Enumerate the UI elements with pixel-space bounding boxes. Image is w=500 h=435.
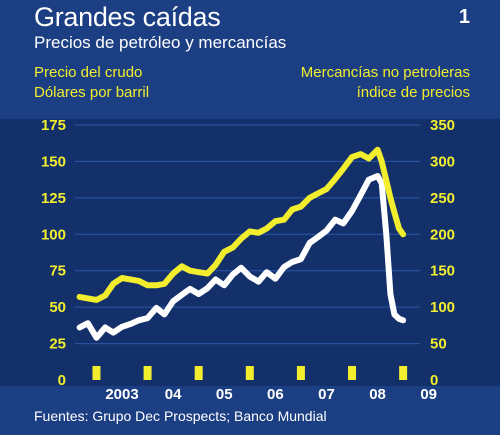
chart-subtitle: Precios de petróleo y mercancías <box>34 33 287 52</box>
non-oil-index-line <box>76 173 407 341</box>
chart-title: Grandes caídas <box>34 2 221 32</box>
oil-price-line <box>76 146 407 303</box>
left-axis-title-line1: Precio del crudo <box>34 64 143 81</box>
x-tick-label: 09 <box>420 386 437 403</box>
source-note: Fuentes: Grupo Dec Prospects; Banco Mund… <box>34 408 327 424</box>
right-tick-label: 250 <box>430 190 455 207</box>
right-tick-label: 0 <box>430 372 438 389</box>
x-tick-label: 05 <box>216 386 233 403</box>
figure-number: 1 <box>458 6 470 28</box>
x-axis-ticks: 2003 04 05 06 07 08 09 <box>105 386 437 403</box>
x-tick-label: 04 <box>165 386 182 403</box>
x-tick-label: 2003 <box>105 386 138 403</box>
left-tick-label: 75 <box>49 263 66 280</box>
year-marker <box>348 366 357 380</box>
right-tick-label: 200 <box>430 226 455 243</box>
left-tick-label: 25 <box>49 336 66 353</box>
plot-background <box>0 119 500 386</box>
year-marker <box>143 366 152 380</box>
x-axis-markers <box>92 366 408 380</box>
left-tick-label: 150 <box>41 153 66 170</box>
left-tick-label: 50 <box>49 299 66 316</box>
year-marker <box>399 366 408 380</box>
left-tick-label: 175 <box>41 117 66 134</box>
left-tick-label: 100 <box>41 226 66 243</box>
right-axis-title: Mercancías no petroleras índice de preci… <box>301 63 470 103</box>
right-tick-label: 50 <box>430 336 447 353</box>
right-tick-label: 150 <box>430 263 455 280</box>
year-marker <box>245 366 254 380</box>
x-tick-label: 06 <box>267 386 284 403</box>
left-axis-title-line2: Dólares por barril <box>34 84 150 101</box>
year-marker <box>92 366 101 380</box>
right-axis-ticks: 0 50 100 150 200 250 300 350 <box>430 117 455 389</box>
left-tick-label: 125 <box>41 190 66 207</box>
right-axis-title-line1: Mercancías no petroleras <box>300 64 470 81</box>
right-tick-label: 350 <box>430 117 455 134</box>
x-tick-label: 07 <box>318 386 335 403</box>
year-marker <box>194 366 203 380</box>
left-axis-title: Precio del crudo Dólares por barril <box>34 63 149 103</box>
right-tick-label: 300 <box>430 153 455 170</box>
left-tick-label: 0 <box>58 372 66 389</box>
right-tick-label: 100 <box>430 299 455 316</box>
x-tick-label: 08 <box>369 386 386 403</box>
right-axis-title-line2: índice de precios <box>356 84 470 101</box>
left-axis-ticks: 0 25 50 75 100 125 150 175 <box>41 117 66 389</box>
year-marker <box>296 366 305 380</box>
series-layer <box>76 146 407 341</box>
